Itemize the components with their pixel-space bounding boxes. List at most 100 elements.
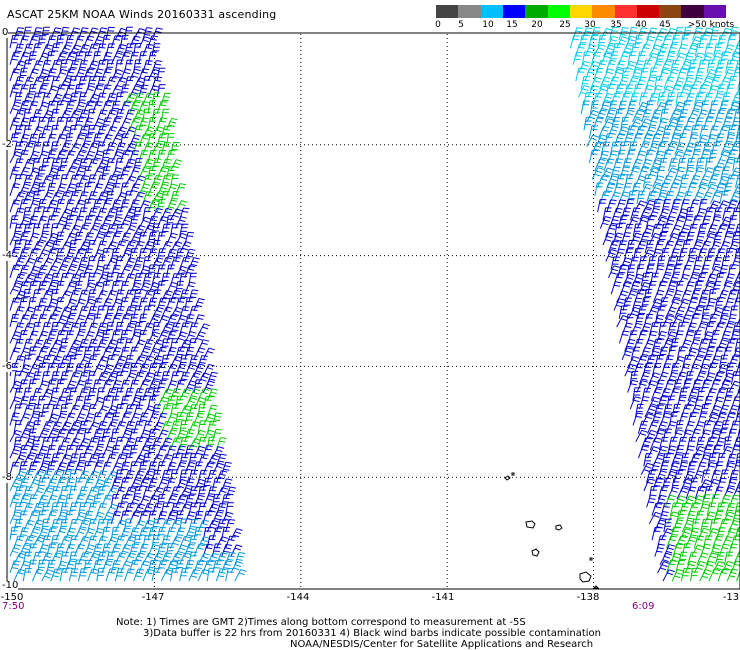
wind-barb (55, 330, 66, 344)
wind-barb (635, 429, 648, 443)
wind-barb (600, 167, 614, 180)
wind-barb (193, 347, 206, 361)
wind-barb (707, 35, 718, 49)
wind-barb (657, 92, 666, 106)
wind-barb (133, 355, 146, 369)
wind-barb (59, 502, 69, 516)
wind-barb (221, 543, 233, 557)
wind-barb (688, 527, 700, 541)
wind-barb (620, 207, 631, 221)
wind-barb (142, 126, 155, 139)
wind-barb (704, 322, 715, 336)
wind-barb (160, 469, 171, 483)
wind-barb (151, 192, 164, 205)
wind-barb (614, 60, 626, 73)
wind-barb (658, 511, 669, 524)
wind-barb (658, 182, 669, 196)
wind-barb (59, 470, 71, 483)
wind-barb (73, 528, 87, 541)
wind-barb (658, 486, 669, 500)
islands (504, 472, 600, 589)
wind-barb (700, 100, 710, 114)
wind-barb (13, 486, 24, 500)
wind-barb (711, 420, 723, 434)
wind-barb (712, 207, 723, 221)
wind-barb (202, 510, 213, 524)
wind-barb (654, 519, 666, 533)
wind-barb (609, 26, 619, 41)
wind-barb (725, 84, 735, 98)
wind-barb (641, 297, 650, 311)
wind-barb (68, 239, 78, 254)
wind-barb (9, 544, 22, 557)
wind-barb (616, 126, 629, 139)
wind-barb (713, 43, 723, 57)
wind-barb (646, 27, 658, 41)
wind-barb (647, 446, 660, 459)
wind-barb (151, 518, 161, 533)
wind-barb (13, 141, 24, 155)
wind-barb (689, 36, 702, 49)
wind-barb (114, 469, 124, 483)
wind-barb (96, 159, 109, 172)
wind-barb (13, 306, 25, 319)
wind-barb (41, 453, 52, 467)
wind-barb (697, 363, 710, 377)
wind-barb (77, 470, 90, 483)
wind-barb (732, 347, 740, 360)
wind-barb (672, 264, 682, 278)
wind-barb (27, 51, 37, 65)
wind-barb (707, 453, 717, 467)
wind-barb (657, 371, 669, 385)
wind-barb (169, 388, 181, 401)
wind-barb (129, 232, 142, 246)
wind-barb (197, 403, 207, 418)
wind-barb (41, 470, 53, 483)
wind-barb (87, 437, 98, 451)
wind-barb (101, 478, 112, 492)
wind-barb (151, 421, 164, 434)
wind-barb (96, 535, 108, 549)
wind-barb (55, 478, 66, 492)
wind-barb (718, 519, 729, 533)
wind-barb (732, 183, 740, 197)
wind-barb (101, 264, 111, 278)
wind-barb (114, 256, 124, 270)
lon-label: -141 (431, 592, 455, 603)
wind-barb (629, 92, 640, 106)
wind-barb (96, 240, 108, 254)
wind-barb (197, 453, 209, 467)
wind-barb (68, 273, 81, 287)
wind-barb (68, 518, 79, 533)
wind-barb (119, 429, 133, 443)
wind-barb (646, 167, 660, 180)
wind-barb (685, 67, 695, 82)
wind-barb (83, 559, 93, 574)
wind-barb (37, 527, 50, 541)
wind-barb (133, 289, 142, 303)
map-frame (6, 32, 740, 590)
wind-barb (138, 183, 151, 197)
wind-barb (685, 322, 697, 336)
wind-barb (642, 249, 655, 262)
wind-barb (110, 216, 123, 229)
wind-barb (22, 567, 32, 582)
wind-barb (716, 453, 726, 467)
wind-barb (13, 60, 26, 74)
wind-barb (708, 405, 722, 418)
wind-barb (710, 469, 721, 483)
wind-barb (160, 322, 173, 336)
wind-barb (188, 305, 199, 319)
wind-barb (676, 487, 689, 500)
wind-barb (715, 59, 726, 73)
wind-barb (77, 486, 89, 500)
wind-barb (662, 428, 672, 442)
wind-barb (587, 85, 600, 98)
wind-barb (151, 535, 161, 549)
wind-barb (123, 568, 135, 582)
wind-barb (123, 404, 135, 418)
wind-barb (179, 354, 189, 369)
wind-barb (616, 290, 629, 303)
wind-barb (701, 27, 713, 41)
wind-barb (645, 355, 656, 369)
